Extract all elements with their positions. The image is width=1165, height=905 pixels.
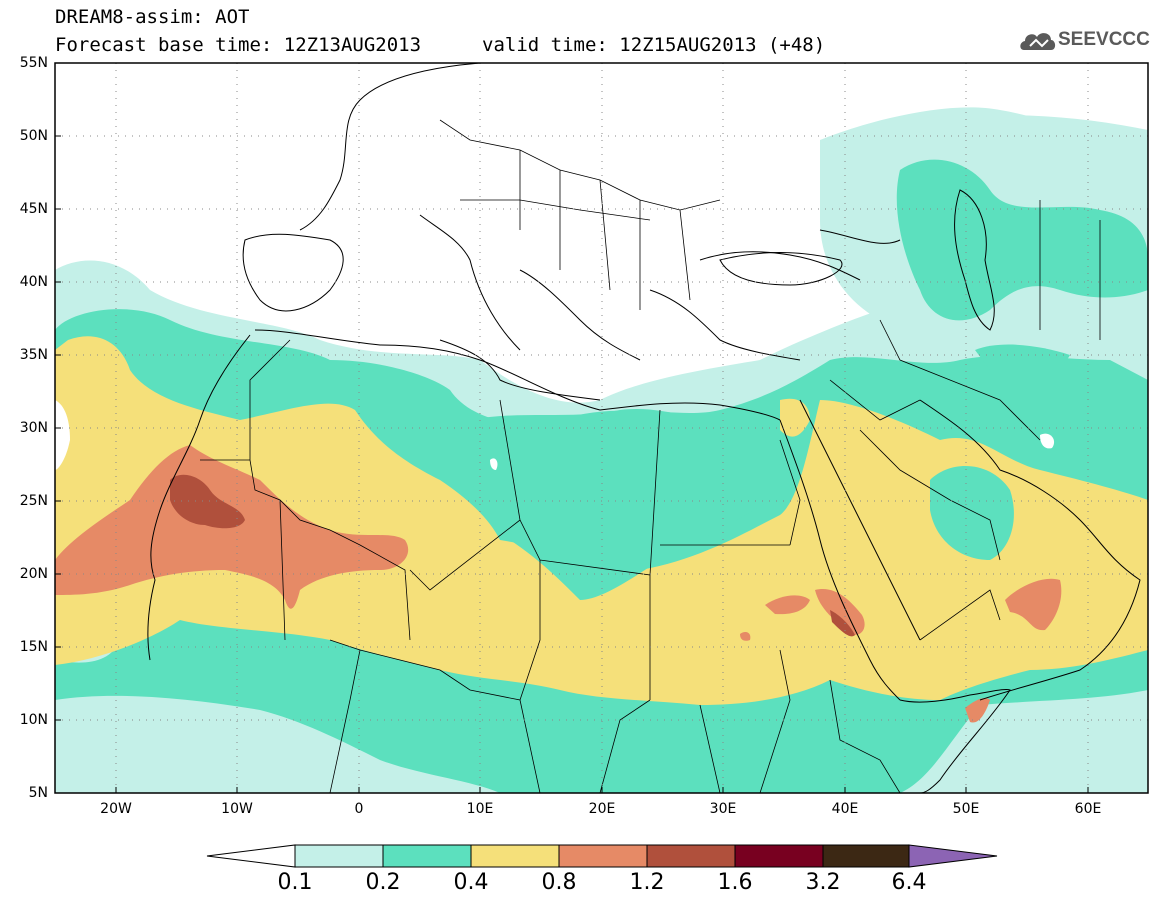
lat-label: 15N (19, 639, 48, 655)
colorbar-label: 0.1 (277, 870, 313, 895)
colorbar-label: 0.4 (453, 870, 489, 895)
lon-label: 0 (354, 801, 364, 817)
forecast-base-time: Forecast base time: 12Z13AUG2013 (55, 34, 422, 56)
lat-label: 40N (19, 274, 48, 290)
lon-label: 20W (100, 801, 132, 817)
lon-label: 60E (1074, 801, 1102, 817)
coastlines (147, 63, 1141, 793)
valid-time: valid time: 12Z15AUG2013 (+48) (482, 34, 826, 56)
colorbar-label: 0.8 (541, 870, 577, 895)
graticule (55, 63, 1148, 793)
lat-label: 50N (19, 128, 48, 144)
country-borders (200, 119, 1101, 793)
colorbar-label: 1.6 (717, 870, 753, 895)
cloud-icon (1020, 33, 1056, 50)
lat-label: 5N (28, 785, 48, 801)
aot-band-1.2 (170, 474, 855, 637)
lat-label: 35N (19, 347, 48, 363)
colorbar-label: 3.2 (805, 870, 841, 895)
colorbar-label: 1.2 (629, 870, 665, 895)
logo-text: SEEVCCC (1058, 29, 1150, 50)
aot-band-0.2-inner (467, 409, 1014, 600)
lat-label: 25N (19, 493, 48, 509)
lon-label: 10E (466, 801, 494, 817)
lat-label: 10N (19, 712, 48, 728)
lon-label: 20E (588, 801, 616, 817)
axis-ticks (55, 62, 1089, 793)
lon-label: 30E (709, 801, 737, 817)
lat-label: 20N (19, 566, 48, 582)
colorbar-label: 6.4 (891, 870, 927, 895)
lat-label: 30N (19, 420, 48, 436)
lon-label: 40E (831, 801, 859, 817)
lon-label: 10W (221, 801, 253, 817)
map-title: DREAM8-assim: AOT (55, 6, 250, 28)
lat-label: 55N (19, 55, 48, 71)
lat-label: 45N (19, 201, 48, 217)
lon-label: 50E (952, 801, 980, 817)
colorbar-label: 0.2 (365, 870, 401, 895)
aot-clear (55, 400, 1055, 470)
